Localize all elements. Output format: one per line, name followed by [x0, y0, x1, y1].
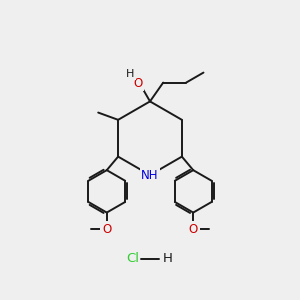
Text: O: O	[133, 76, 142, 90]
Text: NH: NH	[141, 169, 159, 182]
Text: Cl: Cl	[127, 252, 140, 266]
Text: H: H	[126, 69, 134, 79]
Text: O: O	[189, 223, 198, 236]
Text: O: O	[102, 223, 111, 236]
Text: H: H	[163, 252, 172, 266]
